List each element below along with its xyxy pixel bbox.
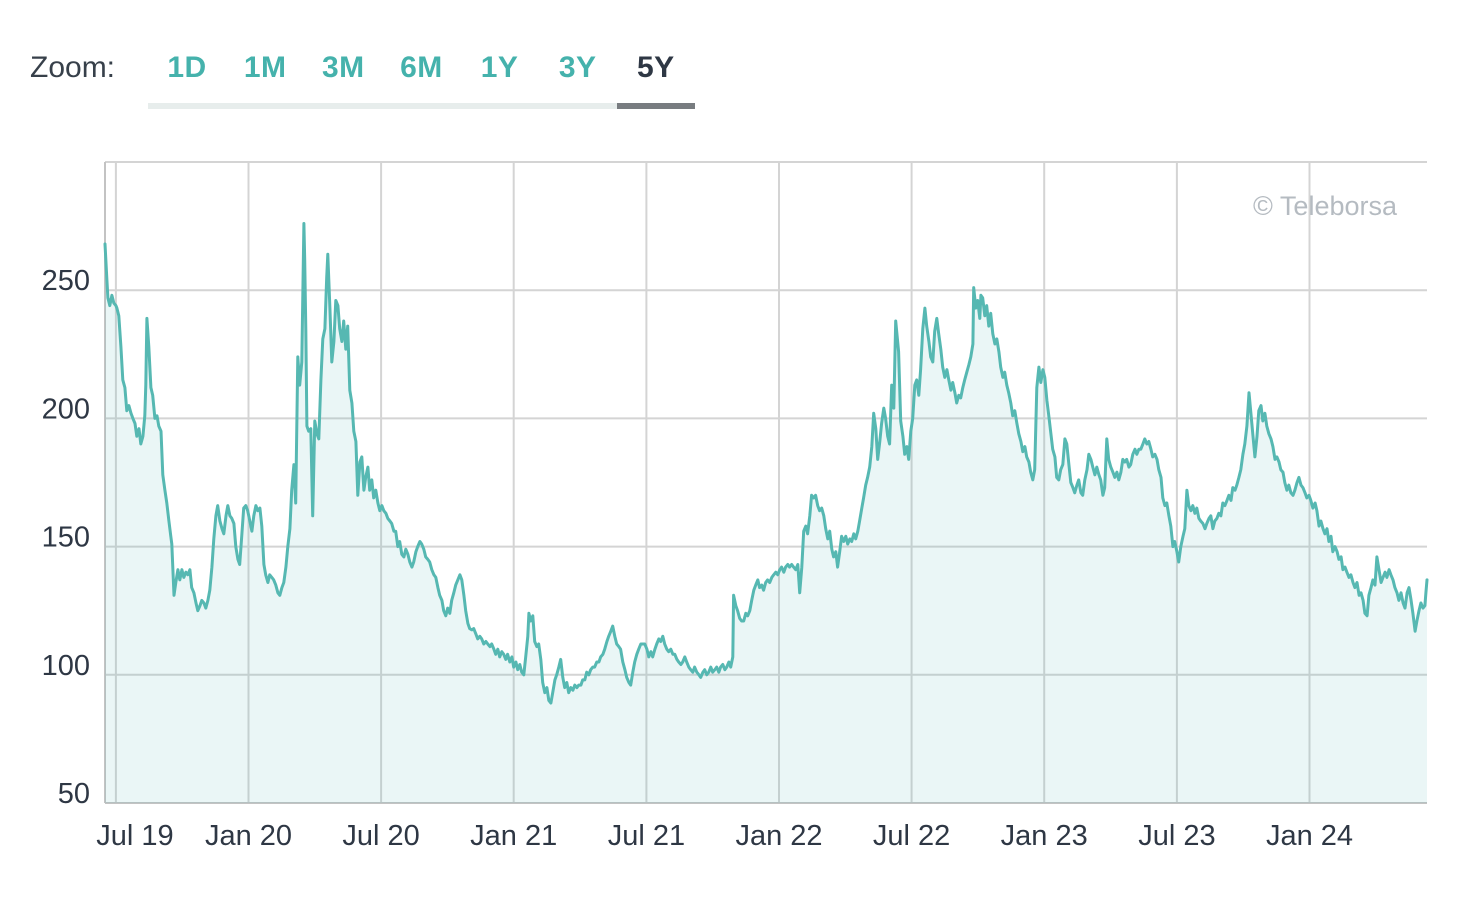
- zoom-underline-active: [616, 103, 695, 109]
- zoom-toolbar: Zoom: 1D 1M 3M 6M 1Y 3Y 5Y: [0, 0, 1466, 130]
- x-axis-label: Jul 21: [608, 820, 685, 852]
- watermark: © Teleborsa: [1253, 191, 1398, 221]
- x-axis-label: Jan 20: [205, 820, 292, 852]
- zoom-range-buttons: 1D 1M 3M 6M 1Y 3Y 5Y: [148, 50, 695, 86]
- zoom-button-3m[interactable]: 3M: [321, 51, 365, 84]
- zoom-button-5y[interactable]: 5Y: [636, 51, 675, 84]
- y-axis-label: 50: [58, 778, 90, 810]
- series-area: [105, 223, 1427, 803]
- y-axis-label: 100: [42, 650, 90, 682]
- zoom-button-6m[interactable]: 6M: [400, 51, 443, 84]
- x-axis-label: Jan 21: [470, 820, 557, 852]
- y-axis-label: 200: [42, 393, 90, 425]
- y-axis-label: 150: [42, 522, 90, 554]
- zoom-underline: [148, 103, 695, 109]
- y-axis-label: 250: [42, 265, 90, 297]
- x-axis-label: Jul 20: [342, 820, 419, 852]
- x-axis-label: Jul 19: [96, 820, 173, 852]
- zoom-button-1d[interactable]: 1D: [167, 51, 207, 84]
- zoom-button-3y[interactable]: 3Y: [558, 51, 597, 84]
- zoom-button-1y[interactable]: 1Y: [480, 51, 519, 84]
- x-axis-label: Jan 23: [1001, 820, 1088, 852]
- x-axis-label: Jan 22: [735, 820, 822, 852]
- x-axis-label: Jul 23: [1138, 820, 1215, 852]
- zoom-label: Zoom:: [30, 51, 116, 84]
- x-axis-label: Jan 24: [1266, 820, 1353, 852]
- x-axis-label: Jul 22: [873, 820, 950, 852]
- series-line: [103, 222, 1429, 705]
- zoom-button-1m[interactable]: 1M: [243, 51, 287, 84]
